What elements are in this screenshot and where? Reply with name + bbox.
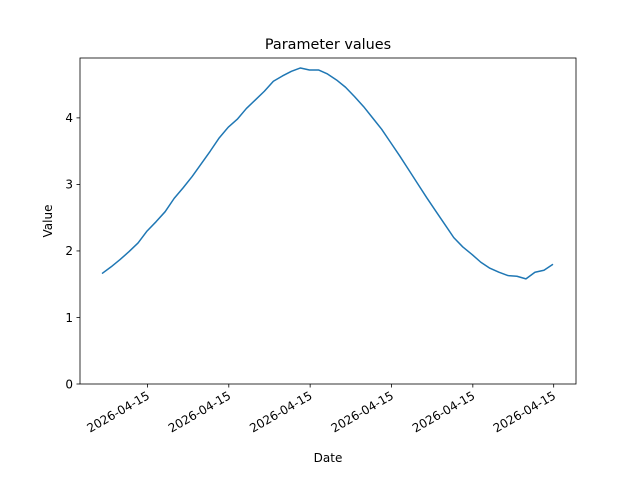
y-tick-label: 3: [65, 178, 73, 192]
series-line: [101, 67, 554, 280]
x-axis-label: Date: [314, 451, 343, 465]
y-tick-label: 2: [65, 244, 73, 258]
plot-frame: [79, 57, 577, 385]
y-tick-label: 4: [65, 111, 73, 125]
y-axis-ticks: 0 1 2 3 4: [65, 111, 80, 391]
chart-title: Parameter values: [265, 37, 391, 53]
y-axis-label: Value: [41, 205, 55, 238]
y-tick-label: 0: [65, 377, 73, 391]
y-tick-label: 1: [65, 311, 73, 325]
